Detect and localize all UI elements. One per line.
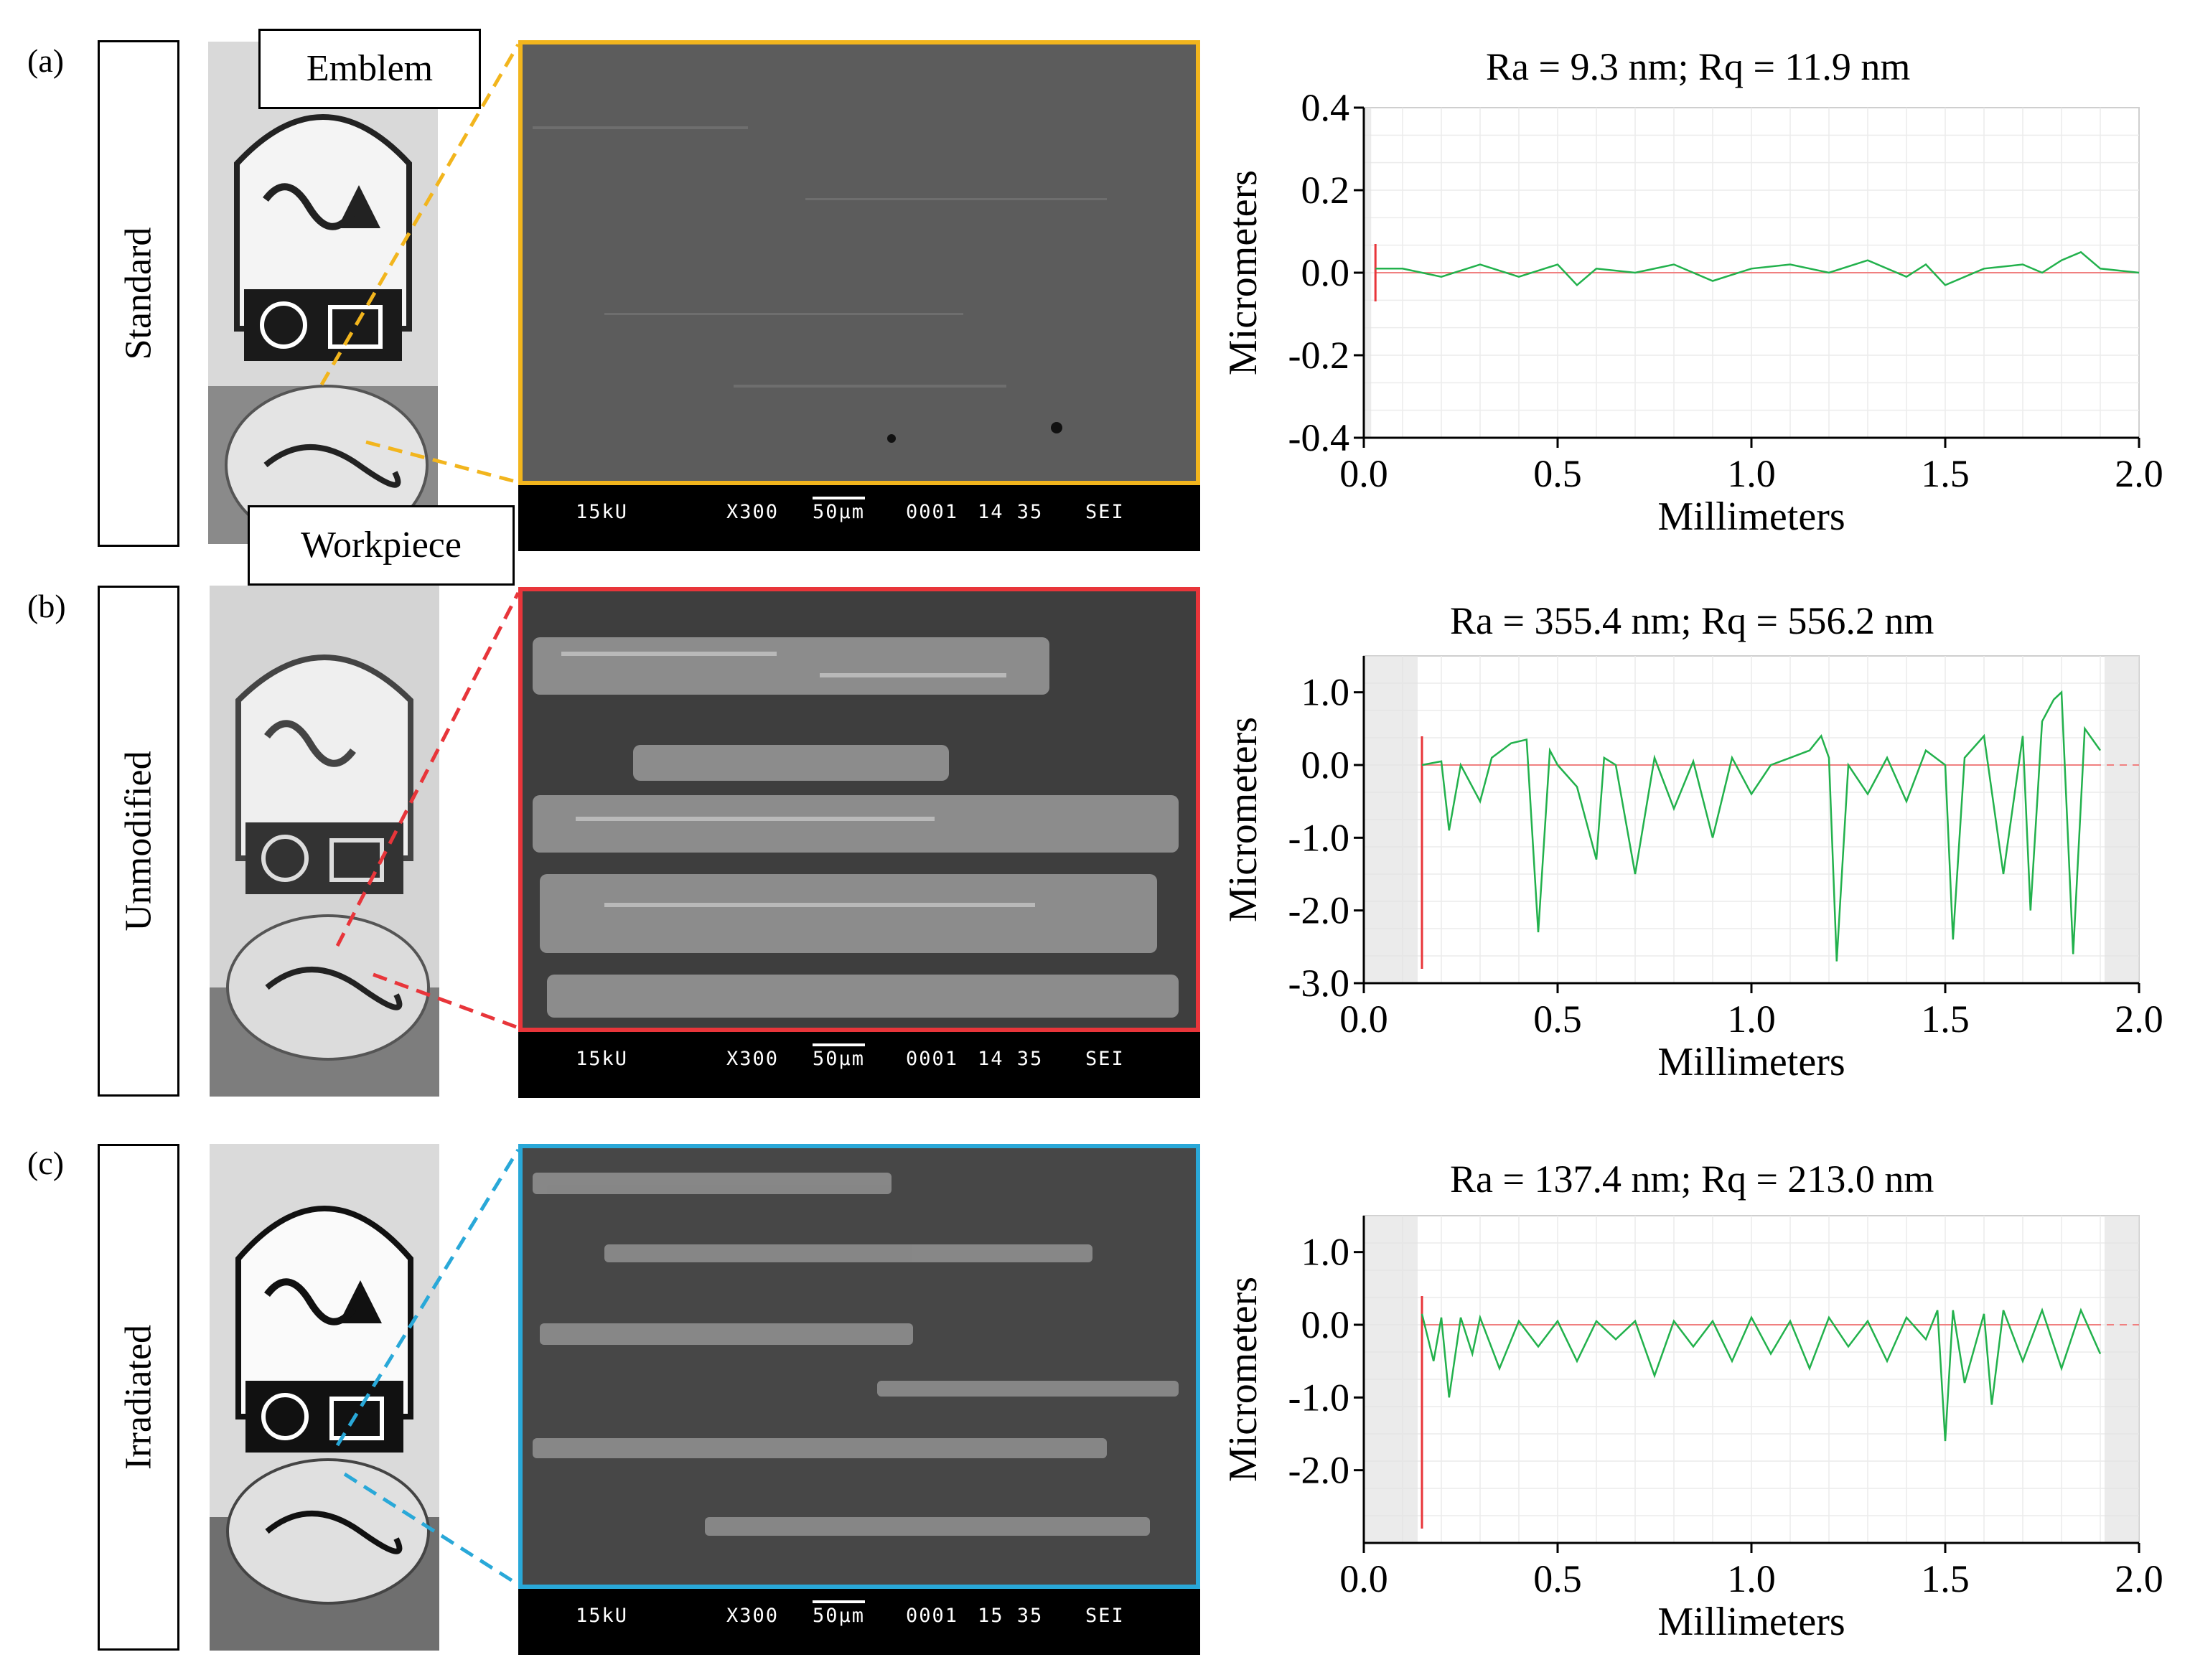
- sem-code: 14 35: [978, 501, 1044, 523]
- panel-letter-a: (a): [27, 42, 65, 79]
- profile-plot-b: 0.0 0.5 1.0 1.5 2.0 1.0 0.0 -1.0 -2.0 -3.0 Millime…: [1221, 655, 2163, 1084]
- hatched-band-left: [1364, 656, 1418, 983]
- sem-magnification: X300: [726, 1605, 780, 1627]
- zoom-lines-c: [335, 1148, 520, 1587]
- profile-plot-a: 0.0 0.5 1.0 1.5 2.0 0.4 0.2 0.0 -0.2 -0.4 Millimet…: [1221, 93, 2163, 539]
- sem-voltage: 15kU: [576, 1048, 629, 1070]
- y-tick-label: -0.4: [1288, 416, 1349, 459]
- sem-code: 15 35: [978, 1605, 1044, 1627]
- y-tick-label: 0.0: [1301, 1303, 1350, 1346]
- x-tick-label: 1.5: [1921, 1557, 1970, 1600]
- x-tick-label: 2.0: [2115, 998, 2163, 1041]
- x-axis-label: Millimeters: [1657, 1600, 1845, 1644]
- y-tick-label: -0.2: [1288, 334, 1349, 377]
- y-tick-label: -1.0: [1288, 816, 1349, 859]
- profile-plot-c: 0.0 0.5 1.0 1.5 2.0 1.0 0.0 -1.0 -2.0 Millimeters…: [1221, 1215, 2163, 1644]
- x-axis-label: Millimeters: [1657, 494, 1845, 539]
- zoom-lines-a: [319, 43, 520, 484]
- sem-scale-bar: 50µm: [813, 1043, 866, 1070]
- condition-label-unmodified: Unmodified: [98, 586, 179, 1097]
- sem-code: 14 35: [978, 1048, 1044, 1070]
- emblem-workpiece-photo-a: [208, 42, 438, 544]
- profile-title-b: Ra = 355.4 nm; Rq = 556.2 nm: [1450, 599, 1934, 642]
- emblem-workpiece-photo-b: [210, 586, 439, 1097]
- hatched-band-left: [1364, 108, 1372, 438]
- hatched-band-right: [2105, 656, 2139, 983]
- hatched-band-right: [2105, 1216, 2139, 1543]
- hatched-band-left: [1364, 1216, 1418, 1543]
- x-tick-label: 0.5: [1533, 452, 1582, 495]
- x-tick-label: 0.0: [1339, 452, 1388, 495]
- y-tick-label: 1.0: [1301, 1231, 1350, 1274]
- panel-letter-b: (b): [27, 588, 66, 624]
- condition-label-text: Unmodified: [118, 751, 159, 931]
- y-tick-label: -3.0: [1288, 962, 1349, 1005]
- profile-title-a: Ra = 9.3 nm; Rq = 11.9 nm: [1486, 45, 1911, 88]
- sem-scale-bar: 50µm: [813, 1600, 866, 1627]
- roughness-profile-line: [1421, 690, 2102, 962]
- x-tick-label: 0.5: [1533, 1557, 1582, 1600]
- x-tick-label: 2.0: [2115, 452, 2163, 495]
- sem-info-bar-b: 15kU X300 50µm 0001 14 35 SEI: [518, 1032, 1200, 1098]
- y-axis-label: Micrometers: [1221, 1277, 1265, 1482]
- x-tick-label: 2.0: [2115, 1557, 2163, 1600]
- x-tick-label: 1.0: [1727, 452, 1776, 495]
- zoom-lines-b: [335, 591, 520, 1030]
- x-tick-label: 1.0: [1727, 998, 1776, 1041]
- sem-micrograph-b: 15kU X300 50µm 0001 14 35 SEI: [518, 587, 1200, 1098]
- sem-voltage: 15kU: [576, 501, 629, 523]
- emblem-workpiece-photo-c: [210, 1144, 439, 1651]
- condition-label-text: Standard: [118, 227, 159, 360]
- y-tick-label: 0.0: [1301, 251, 1350, 294]
- y-axis-label: Micrometers: [1221, 170, 1265, 375]
- x-tick-label: 1.5: [1921, 998, 1970, 1041]
- x-tick-label: 1.0: [1727, 1557, 1776, 1600]
- sem-detector: SEI: [1085, 501, 1125, 523]
- sem-voltage: 15kU: [576, 1605, 629, 1627]
- y-tick-label: -1.0: [1288, 1376, 1349, 1419]
- sem-info-bar-c: 15kU X300 50µm 0001 15 35 SEI: [518, 1589, 1200, 1655]
- emblem-callout: Emblem: [258, 29, 481, 109]
- roughness-profile-line: [1421, 1307, 2102, 1442]
- sem-id: 0001: [906, 1605, 959, 1627]
- sem-scale-bar: 50µm: [813, 497, 866, 523]
- sem-detector: SEI: [1085, 1048, 1125, 1070]
- x-tick-label: 0.0: [1339, 1557, 1388, 1600]
- x-tick-label: 0.0: [1339, 998, 1388, 1041]
- condition-label-standard: Standard: [98, 40, 179, 547]
- condition-label-irradiated: Irradiated: [98, 1144, 179, 1651]
- sem-magnification: X300: [726, 1048, 780, 1070]
- y-tick-label: 0.2: [1301, 169, 1350, 212]
- y-tick-label: -2.0: [1288, 889, 1349, 932]
- x-tick-label: 1.5: [1921, 452, 1970, 495]
- sem-info-bar-a: 15kU X300 50µm 0001 14 35 SEI: [518, 485, 1200, 551]
- sem-id: 0001: [906, 501, 959, 523]
- y-tick-label: 0.0: [1301, 743, 1350, 787]
- y-tick-label: 1.0: [1301, 671, 1350, 714]
- y-tick-label: 0.4: [1301, 93, 1350, 129]
- sem-detector: SEI: [1085, 1605, 1125, 1627]
- roughness-profile-line: [1375, 250, 2140, 287]
- sem-micrograph-c: 15kU X300 50µm 0001 15 35 SEI: [518, 1144, 1200, 1655]
- sem-id: 0001: [906, 1048, 959, 1070]
- x-axis-label: Millimeters: [1657, 1040, 1845, 1084]
- condition-label-text: Irradiated: [118, 1324, 159, 1470]
- y-tick-label: -2.0: [1288, 1449, 1349, 1492]
- panel-letter-c: (c): [27, 1145, 65, 1181]
- sem-magnification: X300: [726, 501, 780, 523]
- sem-micrograph-a: 15kU X300 50µm 0001 14 35 SEI: [518, 40, 1200, 551]
- workpiece-callout: Workpiece: [248, 505, 515, 586]
- x-tick-label: 0.5: [1533, 998, 1582, 1041]
- y-axis-label: Micrometers: [1221, 717, 1265, 922]
- profile-title-c: Ra = 137.4 nm; Rq = 213.0 nm: [1450, 1158, 1934, 1201]
